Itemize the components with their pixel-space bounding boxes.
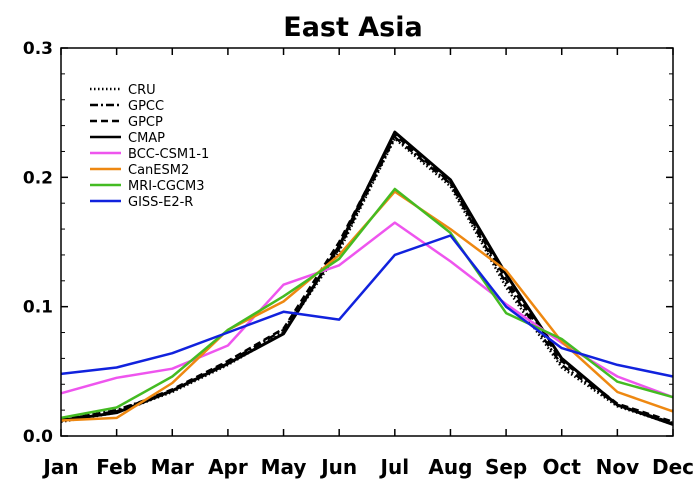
series-line-cmap	[60, 130, 674, 426]
x-tick-label-apr: Apr	[208, 455, 248, 479]
legend-label-bcc-csm1-1: BCC-CSM1-1	[128, 147, 209, 162]
x-tick-label-nov: Nov	[596, 455, 640, 479]
y-tick-label: 0.0	[23, 427, 53, 447]
y-tick-label: 0.1	[23, 298, 53, 318]
x-tick-label-feb: Feb	[96, 455, 137, 479]
legend-label-cru: CRU	[128, 83, 156, 98]
legend-label-gpcc: GPCC	[128, 99, 164, 114]
x-tick-label-may: May	[261, 455, 307, 479]
x-tick-label-sep: Sep	[485, 455, 527, 479]
plot-frame	[60, 47, 674, 437]
x-tick-label-aug: Aug	[428, 455, 472, 479]
series-line-gpcc	[60, 135, 674, 425]
x-tick-label-jun: Jun	[319, 455, 357, 479]
series-line-mri-cgcm3	[60, 187, 674, 420]
series-line-giss-e2-r	[60, 234, 674, 378]
legend-label-canesm2: CanESM2	[128, 163, 189, 178]
chart-title: East Asia	[283, 12, 422, 43]
x-tick-label-oct: Oct	[543, 455, 582, 479]
x-tick-label-jan: Jan	[41, 455, 78, 479]
legend: CRUGPCCGPCPCMAPBCC-CSM1-1CanESM2MRI-CGCM…	[90, 83, 209, 210]
x-tick-label-jul: Jul	[379, 455, 410, 479]
series-line-bcc-csm1-1	[60, 221, 674, 399]
legend-label-gpcp: GPCP	[128, 115, 163, 130]
y-tick-label: 0.2	[23, 168, 53, 188]
legend-label-giss-e2-r: GISS-E2-R	[128, 195, 193, 210]
x-tick-label-dec: Dec	[652, 455, 694, 479]
legend-label-cmap: CMAP	[128, 131, 165, 146]
x-tick-label-mar: Mar	[151, 455, 194, 479]
lines-layer	[60, 130, 674, 426]
ticks-layer: 0.0 0.1 0.2 0.3 Jan Feb Mar Apr May Jun Jul Aug Sep O…	[23, 39, 694, 479]
y-tick-label: 0.3	[23, 39, 53, 59]
legend-label-mri-cgcm3: MRI-CGCM3	[128, 179, 205, 194]
